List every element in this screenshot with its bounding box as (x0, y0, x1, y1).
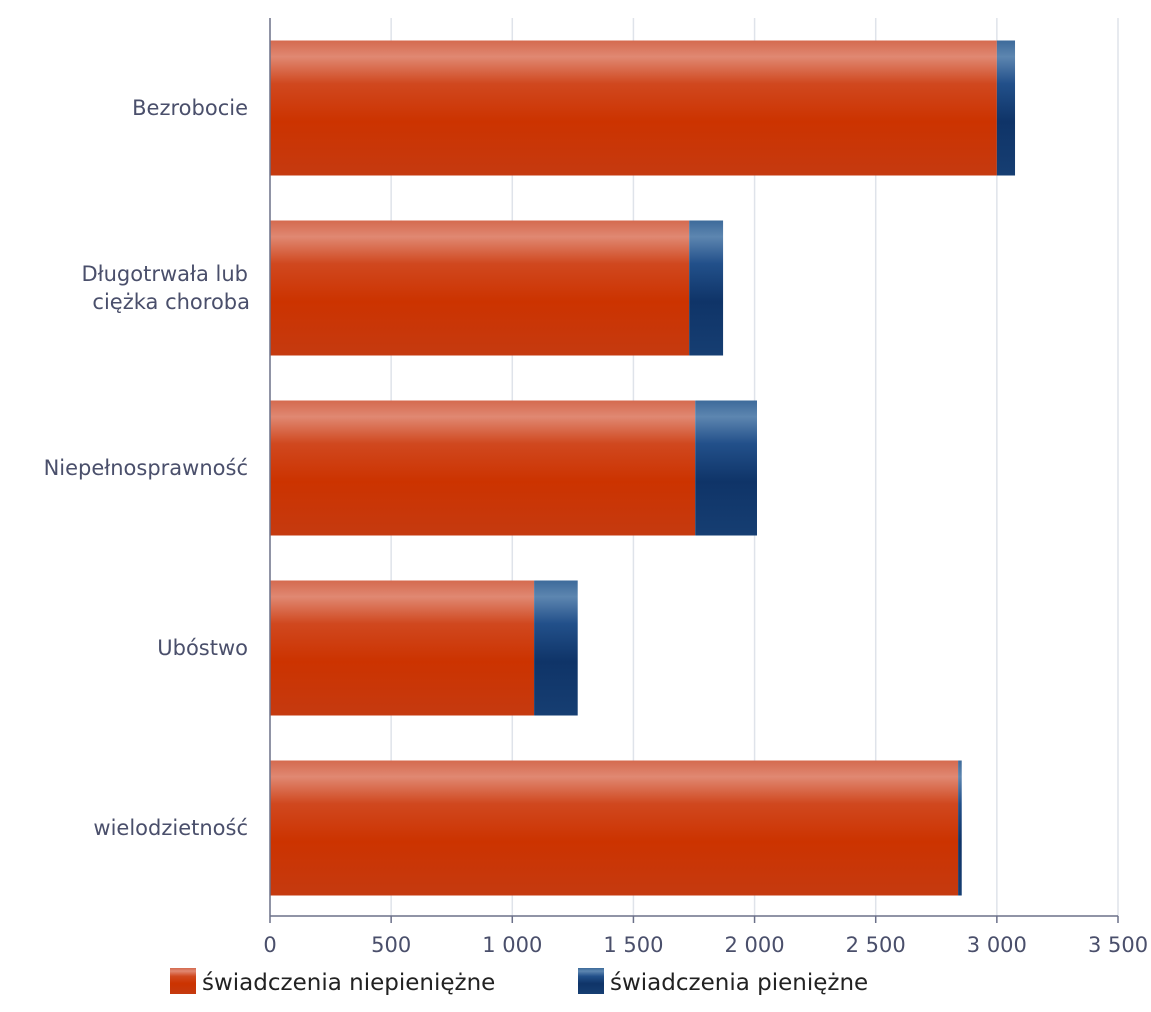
legend: świadczenia niepieniężne świadczenia pien… (170, 968, 868, 996)
category-label-line: ciężka choroba (92, 290, 250, 314)
category-label-line: Ubóstwo (157, 636, 248, 660)
bar-pieniezne (534, 580, 578, 716)
legend-label: świadczenia niepieniężne (202, 970, 495, 996)
category-label-line: Długotrwała lub (81, 262, 248, 286)
bar-pieniezne (689, 220, 724, 356)
legend-swatch (578, 968, 604, 994)
axes (269, 18, 1119, 923)
category-label: Długotrwała lub ciężka choroba (81, 262, 250, 314)
x-tick-label: 1 000 (482, 933, 542, 957)
bar-pieniezne (958, 760, 962, 896)
legend-label: świadczenia pieniężne (610, 970, 868, 996)
bar-niepieniezne (270, 580, 535, 716)
category-label-line: Bezrobocie (132, 96, 248, 120)
bar-niepieniezne (270, 760, 959, 896)
x-tick-labels: 0 500 1 000 1 500 2 000 2 500 3 000 3 500 (263, 933, 1148, 957)
x-tick-label: 3 500 (1088, 933, 1148, 957)
category-labels: Bezrobocie Długotrwała lub ciężka choroba N… (44, 96, 250, 840)
bar-niepieniezne (270, 40, 997, 176)
legend-swatch (170, 968, 196, 994)
category-label: Bezrobocie (132, 96, 248, 120)
x-tick-label: 0 (263, 933, 276, 957)
x-tick-label: 500 (371, 933, 411, 957)
legend-item: świadczenia pieniężne (578, 968, 868, 996)
x-tick-label: 1 500 (603, 933, 663, 957)
bars (270, 40, 1016, 896)
bar-niepieniezne (270, 400, 696, 536)
category-label-line: wielodzietność (93, 816, 248, 840)
category-label: wielodzietność (93, 816, 248, 840)
category-label: Ubóstwo (157, 636, 248, 660)
category-label-line: Niepełnosprawność (44, 456, 248, 480)
bar-pieniezne (695, 400, 757, 536)
x-tick-label: 2 000 (725, 933, 785, 957)
category-label: Niepełnosprawność (44, 456, 248, 480)
bar-niepieniezne (270, 220, 690, 356)
x-tick-label: 3 000 (967, 933, 1027, 957)
legend-item: świadczenia niepieniężne (170, 968, 495, 996)
bar-pieniezne (996, 40, 1016, 176)
x-tick-label: 2 500 (846, 933, 906, 957)
